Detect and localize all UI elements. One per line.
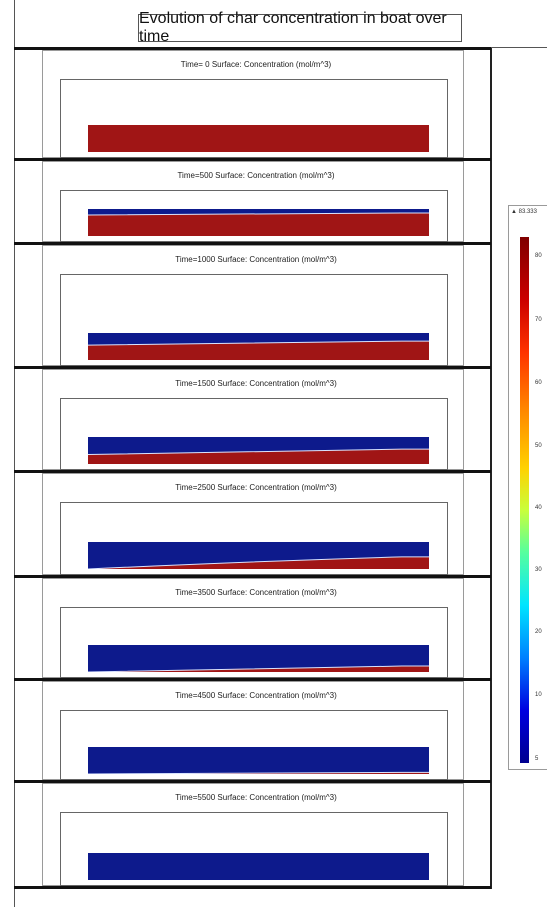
colorbar-tick-label: 5	[535, 756, 539, 762]
snapshot-label: Time=500 Surface: Concentration (mol/m^3…	[177, 171, 335, 180]
reaction-front-line	[88, 557, 429, 569]
boat-concentration-field	[88, 542, 429, 569]
frame-left-border	[14, 0, 15, 907]
colorbar-tick-label: 50	[535, 443, 542, 449]
boat-concentration-field	[88, 645, 429, 672]
colorbar-max-label: ▲ 83.333	[511, 209, 537, 215]
panel-separator	[14, 242, 491, 245]
reaction-front-line	[88, 772, 429, 774]
char-region	[88, 341, 429, 360]
panel-separator	[14, 366, 491, 369]
panel-separator	[14, 678, 491, 681]
snapshot-label: Time=5500 Surface: Concentration (mol/m^…	[175, 793, 337, 802]
boat-concentration-field	[88, 209, 429, 236]
colorbar-tick-label: 60	[535, 380, 542, 386]
colorbar-tick-label: 40	[535, 505, 542, 511]
panel-separator	[14, 47, 491, 50]
boat-concentration-field	[88, 853, 429, 880]
colorbar-tick-label: 70	[535, 317, 542, 323]
boat-concentration-field	[88, 333, 429, 360]
colorbar-gradient	[520, 237, 529, 763]
figure-title: Evolution of char concentration in boat …	[138, 10, 462, 45]
panel-separator	[14, 780, 491, 783]
reaction-front-line	[88, 341, 429, 345]
colorbar-tick-label: 30	[535, 567, 542, 573]
boat-concentration-field	[88, 437, 429, 464]
colorbar-tick-label: 80	[535, 253, 542, 259]
char-region	[88, 213, 429, 236]
colorbar-tick-label: 20	[535, 629, 542, 635]
char-region	[88, 556, 429, 569]
panel-separator	[14, 470, 491, 473]
snapshot-label: Time=1000 Surface: Concentration (mol/m^…	[175, 255, 337, 264]
boat-concentration-field	[88, 747, 429, 774]
panel-separator	[14, 886, 491, 889]
panel-separator	[14, 575, 491, 578]
char-region	[88, 125, 429, 152]
snapshot-label: Time=3500 Surface: Concentration (mol/m^…	[175, 588, 337, 597]
panel-separator	[14, 158, 491, 161]
char-region	[88, 449, 429, 464]
snapshot-label: Time=2500 Surface: Concentration (mol/m^…	[175, 483, 337, 492]
boat-concentration-field	[88, 125, 429, 152]
frame-right-border	[490, 47, 492, 889]
reaction-front-line	[88, 213, 429, 215]
frame-top-right-border	[490, 47, 547, 48]
snapshot-label: Time= 0 Surface: Concentration (mol/m^3)	[180, 60, 332, 69]
reaction-front-line	[88, 666, 429, 672]
colorbar-tick-label: 10	[535, 692, 542, 698]
snapshot-label: Time=1500 Surface: Concentration (mol/m^…	[175, 379, 337, 388]
reaction-front-line	[88, 449, 429, 454]
snapshot-label: Time=4500 Surface: Concentration (mol/m^…	[175, 691, 337, 700]
